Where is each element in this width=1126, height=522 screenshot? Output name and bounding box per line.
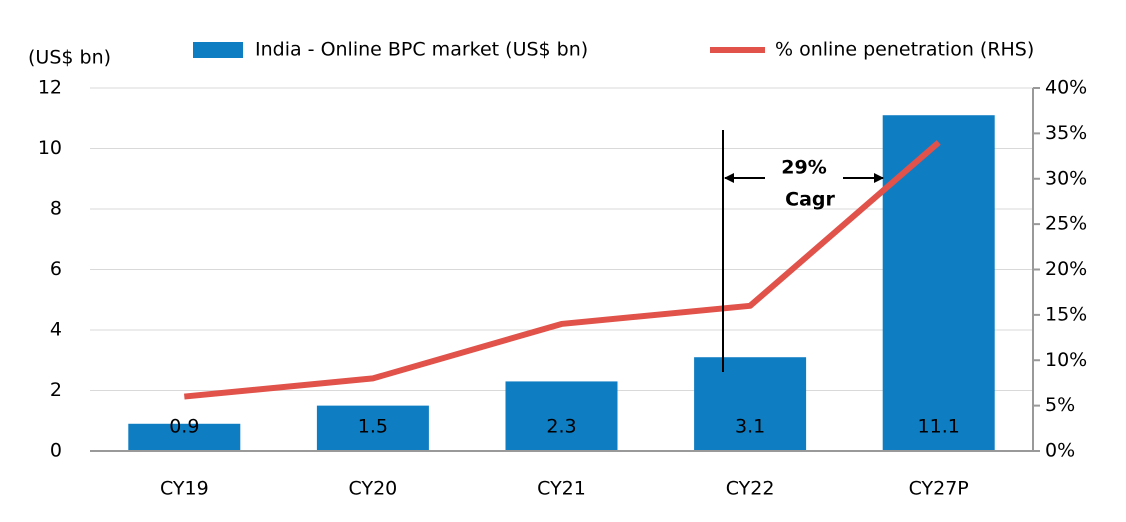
y2-tick-label: 25%: [1045, 213, 1087, 235]
plot: 0 2 4 6 8 10 12 0% 5% 10% 15% 20% 25% 30% 35% 40% 0.9 1.5…: [38, 77, 1087, 500]
bar: [316, 405, 429, 451]
x-tick-label: CY21: [537, 478, 586, 500]
legend-label: India - Online BPC market (US$ bn): [255, 39, 588, 61]
y2-tick-label: 10%: [1045, 349, 1087, 371]
y2-tick-label: 5%: [1045, 394, 1075, 416]
y2-tick-label: 20%: [1045, 258, 1087, 280]
y-tick-label: 2: [50, 379, 62, 401]
legend-swatch: [193, 42, 243, 58]
data-label: 0.9: [169, 416, 199, 438]
x-tick-label: CY27P: [909, 478, 969, 500]
y2-tick-label: 15%: [1045, 303, 1087, 325]
y-tick-label: 8: [50, 198, 62, 220]
bar: [694, 357, 807, 451]
y-tick-label: 6: [50, 258, 62, 280]
y-tick-label: 10: [38, 137, 62, 159]
bar: [882, 115, 995, 451]
data-label: 3.1: [735, 416, 765, 438]
bar: [128, 423, 241, 451]
line: [184, 140, 941, 400]
annotation: Cagr: [785, 189, 835, 211]
y2-tick-label: 35%: [1045, 122, 1087, 144]
annotation: 29%: [781, 157, 826, 179]
y-tick-label: 12: [38, 77, 62, 99]
y-tick-label: 4: [50, 319, 62, 341]
y2-tick-label: 0%: [1045, 440, 1075, 462]
x-tick-label: CY20: [349, 478, 398, 500]
x-tick-label: CY19: [160, 478, 209, 500]
y2-tick-label: 30%: [1045, 167, 1087, 189]
x-tick-label: CY22: [726, 478, 775, 500]
bar: [505, 381, 618, 451]
y-tick-label: 0: [50, 440, 62, 462]
data-label: 2.3: [546, 416, 576, 438]
y2-tick-label: 40%: [1045, 77, 1087, 99]
legend-label: % online penetration (RHS): [775, 39, 1034, 61]
y-axis-label: (US$ bn): [28, 47, 111, 69]
data-label: 11.1: [918, 416, 960, 438]
data-label: 1.5: [358, 416, 388, 438]
